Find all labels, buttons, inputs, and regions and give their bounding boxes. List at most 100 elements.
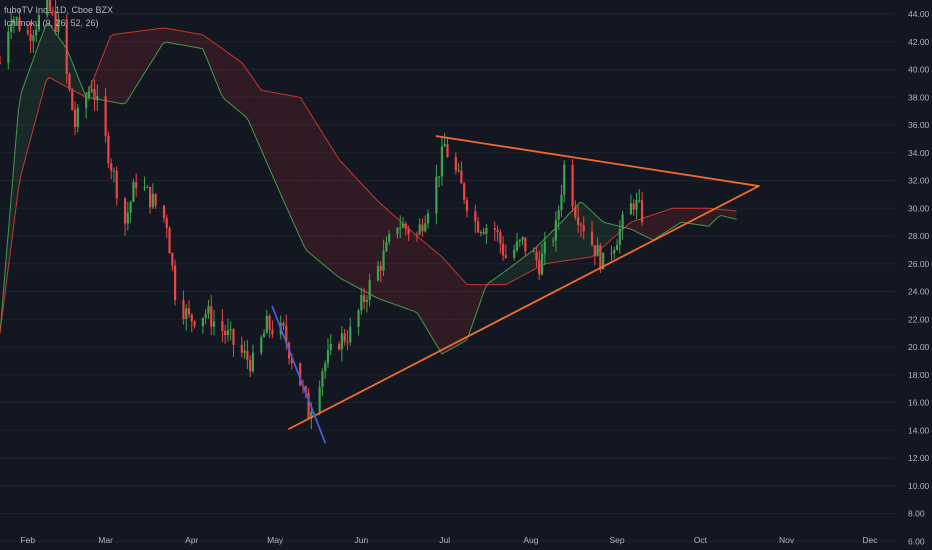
candle-down[interactable] bbox=[268, 315, 271, 330]
candle-up[interactable] bbox=[12, 19, 15, 24]
candle-down[interactable] bbox=[379, 265, 382, 271]
candle-up[interactable] bbox=[146, 187, 149, 189]
candle-up[interactable] bbox=[318, 387, 321, 412]
candle-up[interactable] bbox=[46, 0, 49, 16]
candle-up[interactable] bbox=[479, 232, 482, 234]
candle-up[interactable] bbox=[540, 253, 544, 275]
candle-up[interactable] bbox=[76, 107, 79, 127]
candle-down[interactable] bbox=[165, 218, 168, 229]
candle-down[interactable] bbox=[640, 200, 644, 223]
triangle-upper-trendline[interactable] bbox=[435, 135, 760, 187]
candle-up[interactable] bbox=[557, 210, 560, 221]
symbol-label[interactable]: fuboTV Inc., 1D, Cboe BZX bbox=[4, 5, 114, 15]
candle-up[interactable] bbox=[513, 249, 516, 258]
candle-up[interactable] bbox=[96, 96, 99, 101]
candle-down[interactable] bbox=[610, 252, 613, 254]
candle-up[interactable] bbox=[396, 227, 399, 235]
candle-up[interactable] bbox=[388, 234, 391, 242]
candle-down[interactable] bbox=[154, 193, 157, 206]
candle-down[interactable] bbox=[168, 228, 171, 254]
candle-down[interactable] bbox=[574, 206, 577, 218]
candle-up[interactable] bbox=[543, 241, 546, 254]
candle-up[interactable] bbox=[310, 411, 313, 419]
candle-up[interactable] bbox=[638, 200, 641, 202]
candle-up[interactable] bbox=[401, 223, 405, 228]
candle-down[interactable] bbox=[51, 11, 54, 13]
candle-down[interactable] bbox=[463, 183, 466, 201]
candle-up[interactable] bbox=[251, 352, 255, 372]
candle-up[interactable] bbox=[426, 213, 430, 224]
candle-down[interactable] bbox=[135, 182, 138, 189]
candle-up[interactable] bbox=[615, 245, 619, 251]
candle-down[interactable] bbox=[299, 362, 302, 386]
candle-down[interactable] bbox=[343, 333, 346, 342]
candle-up[interactable] bbox=[629, 203, 633, 215]
candle-down[interactable] bbox=[493, 228, 496, 230]
candle-up[interactable] bbox=[376, 265, 380, 281]
candle-up[interactable] bbox=[57, 19, 60, 33]
candle-up[interactable] bbox=[368, 280, 371, 300]
candle-up[interactable] bbox=[243, 350, 246, 353]
candle-up[interactable] bbox=[518, 240, 521, 242]
candle-down[interactable] bbox=[240, 344, 243, 353]
candle-down[interactable] bbox=[465, 200, 469, 212]
candle-up[interactable] bbox=[596, 245, 599, 257]
candle-up[interactable] bbox=[440, 146, 444, 177]
candle-up[interactable] bbox=[329, 344, 332, 350]
candle-down[interactable] bbox=[148, 187, 152, 208]
candle-up[interactable] bbox=[382, 251, 385, 271]
candle-down[interactable] bbox=[499, 232, 502, 244]
candle-down[interactable] bbox=[246, 350, 249, 361]
candle-up[interactable] bbox=[326, 349, 330, 364]
candle-up[interactable] bbox=[229, 329, 232, 331]
candle-down[interactable] bbox=[535, 251, 538, 261]
candle-up[interactable] bbox=[521, 237, 524, 241]
candle-up[interactable] bbox=[554, 220, 558, 241]
candle-up[interactable] bbox=[618, 228, 621, 246]
trendlines[interactable] bbox=[271, 135, 760, 444]
candle-down[interactable] bbox=[182, 300, 185, 320]
candle-up[interactable] bbox=[321, 371, 324, 388]
candle-down[interactable] bbox=[446, 144, 449, 157]
indicator-label[interactable]: Ichimoku (9, 26, 52, 26) bbox=[4, 18, 99, 28]
candle-down[interactable] bbox=[337, 344, 341, 350]
candle-up[interactable] bbox=[485, 228, 488, 234]
candle-up[interactable] bbox=[87, 91, 91, 98]
candle-down[interactable] bbox=[460, 170, 463, 184]
candle-up[interactable] bbox=[443, 144, 446, 147]
candle-up[interactable] bbox=[204, 313, 207, 318]
candle-down[interactable] bbox=[190, 314, 193, 322]
candle-down[interactable] bbox=[504, 255, 507, 258]
candle-down[interactable] bbox=[476, 221, 480, 233]
candle-down[interactable] bbox=[415, 234, 419, 236]
candle-down[interactable] bbox=[0, 62, 2, 64]
candle-up[interactable] bbox=[112, 170, 116, 172]
candle-up[interactable] bbox=[10, 23, 13, 32]
candle-up[interactable] bbox=[126, 212, 129, 224]
candle-down[interactable] bbox=[210, 306, 213, 327]
candle-up[interactable] bbox=[399, 227, 402, 229]
candle-down[interactable] bbox=[532, 251, 535, 253]
candle-up[interactable] bbox=[37, 15, 41, 30]
candle-down[interactable] bbox=[524, 237, 527, 252]
candle-down[interactable] bbox=[68, 74, 71, 90]
candle-down[interactable] bbox=[187, 308, 191, 315]
candle-up[interactable] bbox=[260, 337, 263, 353]
candle-down[interactable] bbox=[290, 358, 293, 363]
candle-down[interactable] bbox=[304, 386, 307, 394]
candle-up[interactable] bbox=[262, 333, 266, 338]
candle-up[interactable] bbox=[129, 201, 132, 213]
candle-down[interactable] bbox=[421, 224, 424, 232]
candle-down[interactable] bbox=[54, 11, 57, 33]
downtrend-trendline[interactable] bbox=[271, 305, 327, 444]
candle-up[interactable] bbox=[365, 299, 368, 303]
candle-up[interactable] bbox=[226, 330, 230, 335]
candle-down[interactable] bbox=[48, 0, 52, 12]
candle-down[interactable] bbox=[346, 341, 349, 343]
candle-up[interactable] bbox=[563, 164, 566, 195]
candle-down[interactable] bbox=[29, 33, 32, 41]
candle-up[interactable] bbox=[552, 240, 555, 242]
candle-up[interactable] bbox=[85, 97, 88, 108]
candle-down[interactable] bbox=[73, 109, 77, 127]
candle-up[interactable] bbox=[265, 315, 268, 334]
